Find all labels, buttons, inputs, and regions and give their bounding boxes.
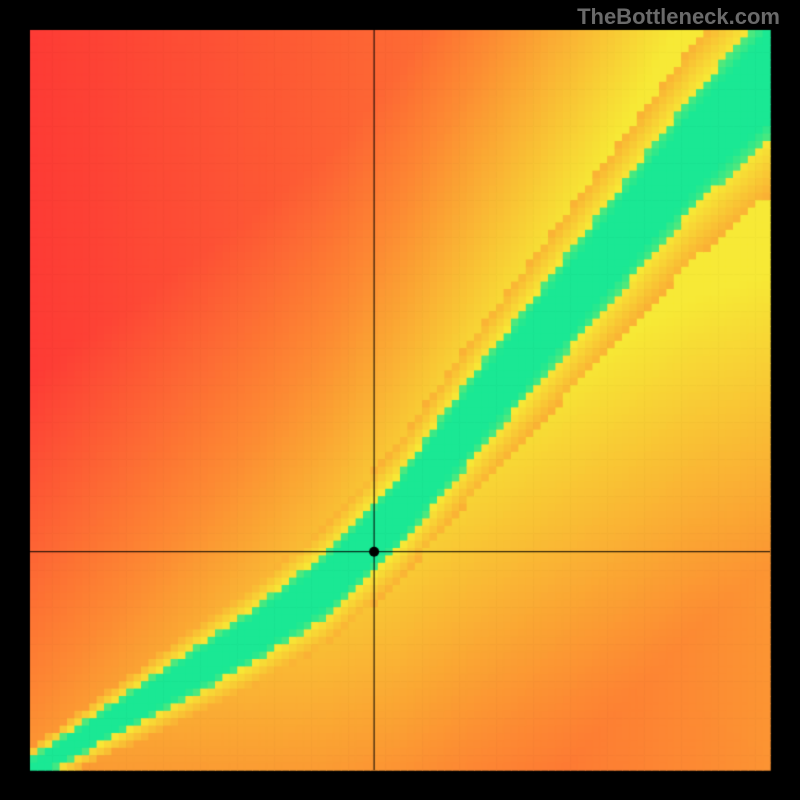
watermark-text: TheBottleneck.com — [577, 4, 780, 30]
heatmap-canvas — [0, 0, 800, 800]
